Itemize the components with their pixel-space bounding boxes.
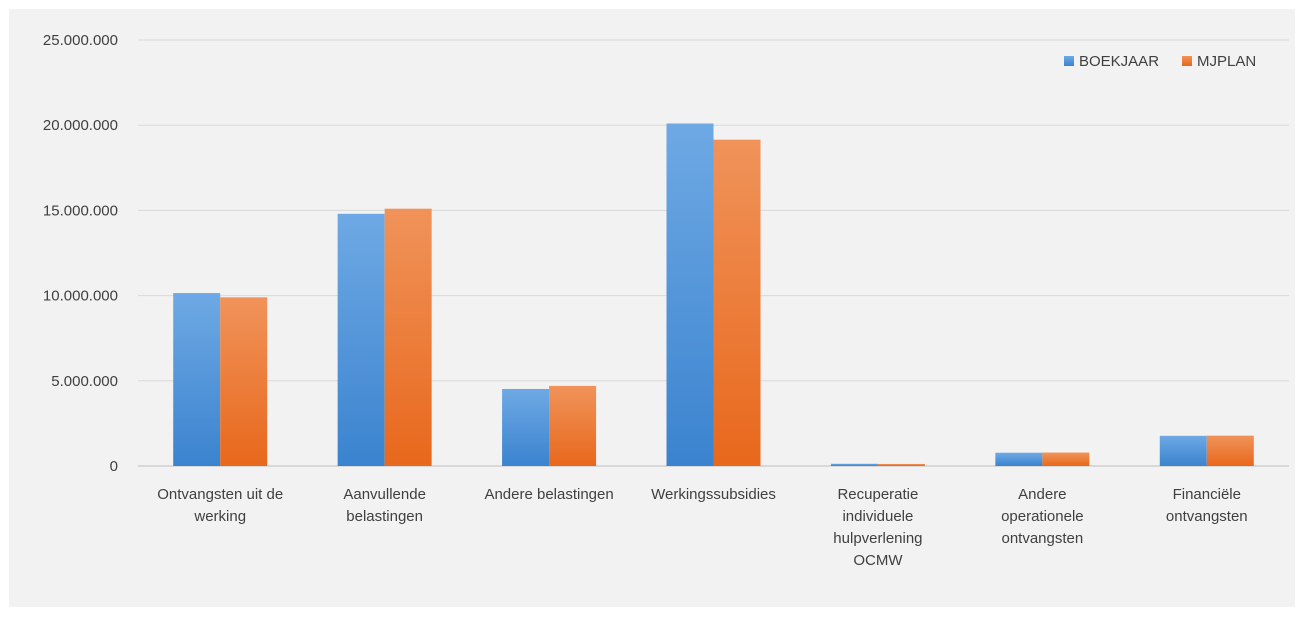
bar-mjplan [713, 139, 761, 466]
bars [173, 123, 1254, 467]
bar-mjplan [1042, 452, 1090, 466]
bar-boekjaar [337, 213, 385, 466]
x-axis: Ontvangsten uit de werking Aanvullende bela… [157, 486, 1247, 569]
legend-label-boekjaar: BOEKJAAR [1079, 53, 1159, 70]
x-category-label: Financiële ontvangsten [1166, 486, 1248, 525]
bar-boekjaar [1159, 435, 1207, 466]
y-tick-label: 15.000.000 [43, 202, 118, 219]
bar-mjplan [549, 385, 597, 466]
y-tick-label: 10.000.000 [43, 288, 118, 305]
x-category-label: Werkingssubsidies [651, 486, 776, 503]
bar-mjplan [877, 463, 925, 466]
y-axis: 0 5.000.000 10.000.000 15.000.000 20.000.000… [43, 32, 118, 475]
bar-boekjaar [173, 293, 221, 466]
bar-mjplan [1206, 435, 1254, 466]
legend-label-mjplan: MJPLAN [1197, 53, 1256, 70]
x-category-label: Andere belastingen [484, 486, 613, 503]
x-category-label: Ontvangsten uit de werking [157, 486, 283, 525]
x-category-label: Recuperatie individuele hulpverlening OCMW [833, 486, 922, 569]
bar-boekjaar [666, 123, 714, 466]
x-category-label: Aanvullende belastingen [343, 486, 426, 525]
x-category-label: Andere operationele ontvangsten [1001, 486, 1084, 547]
y-tick-label: 0 [110, 458, 118, 475]
y-tick-label: 20.000.000 [43, 117, 118, 134]
bar-boekjaar [995, 452, 1043, 466]
bar-boekjaar [830, 463, 878, 466]
bar-mjplan [220, 297, 268, 466]
bar-boekjaar [502, 388, 550, 466]
legend-swatch-mjplan [1182, 56, 1192, 66]
y-tick-label: 25.000.000 [43, 32, 118, 49]
bar-mjplan [384, 208, 432, 467]
legend-swatch-boekjaar [1064, 56, 1074, 66]
legend: BOEKJAAR MJPLAN [1064, 53, 1256, 70]
y-tick-label: 5.000.000 [51, 373, 118, 390]
